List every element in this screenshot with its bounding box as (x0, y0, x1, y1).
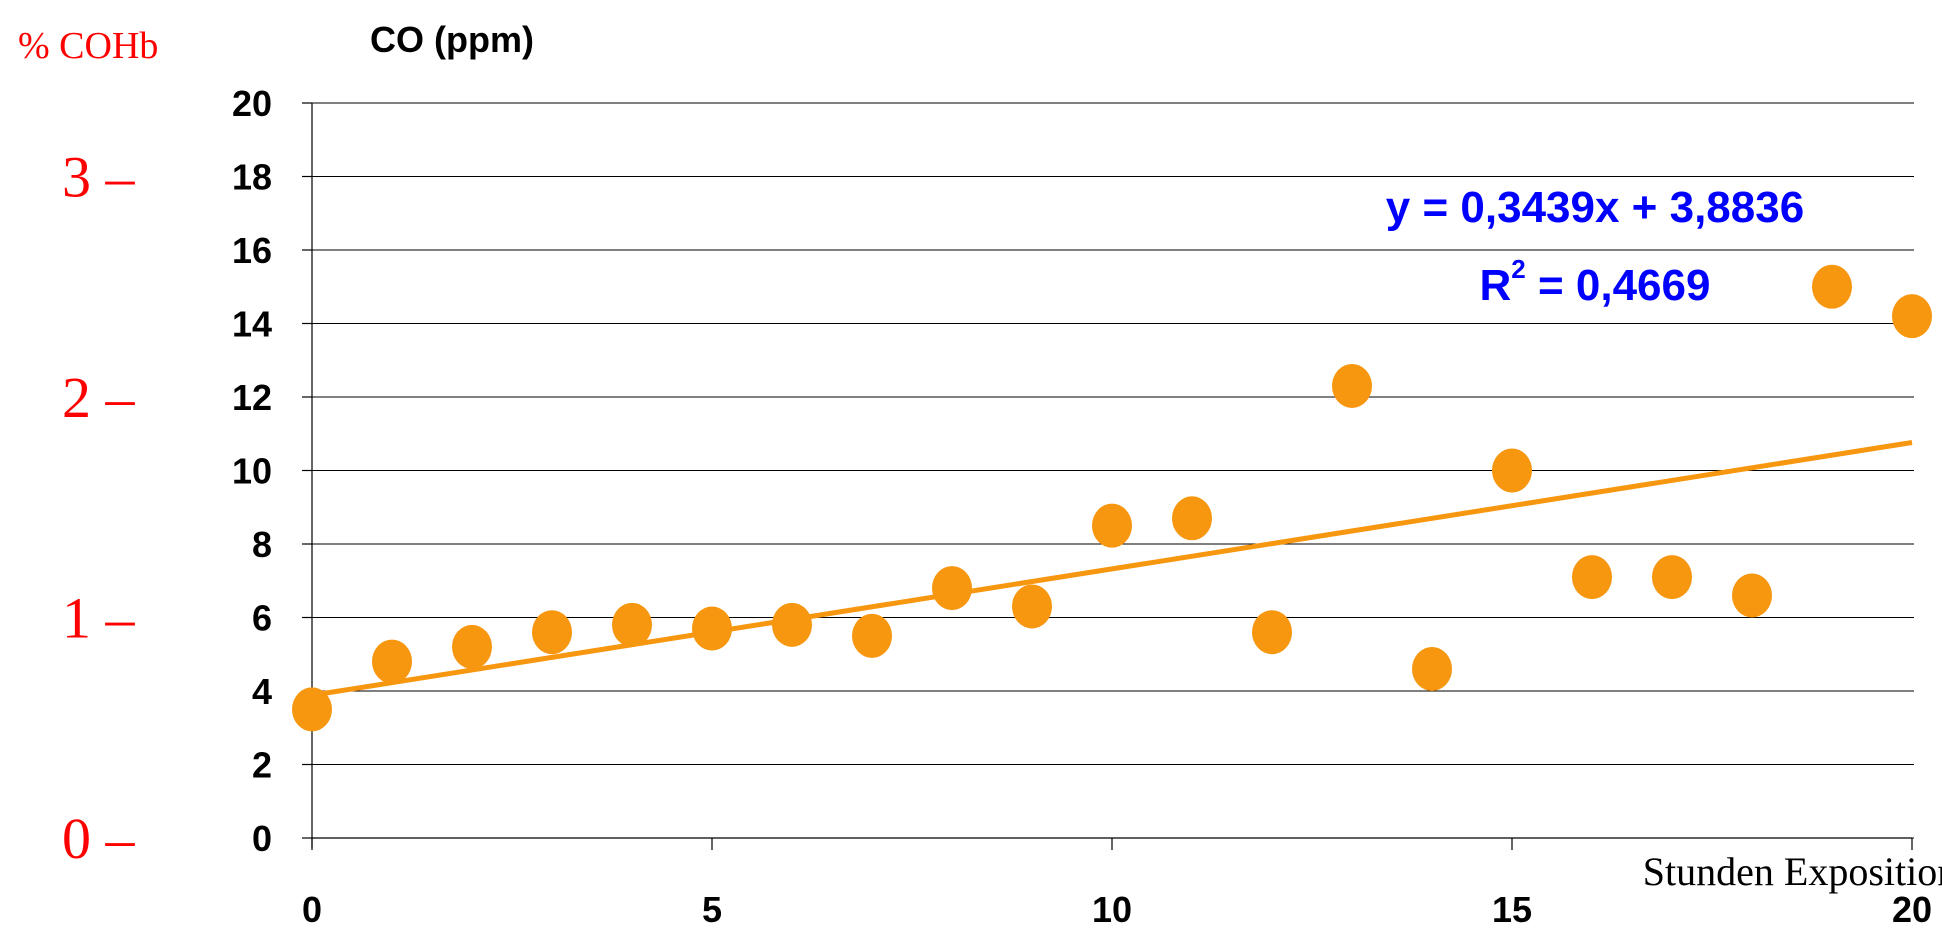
data-point-3 (532, 610, 572, 655)
x-tick-label-0: 0 (302, 889, 322, 930)
y-tick-label-4: 4 (252, 671, 272, 712)
trendline (311, 440, 1913, 698)
data-point-1 (372, 639, 412, 684)
r-squared-label: R2 = 0,4669 (1480, 254, 1711, 310)
cohb-tick-label-2: 1 – (62, 586, 136, 651)
data-point-14 (1412, 646, 1452, 691)
data-point-12 (1252, 610, 1292, 655)
data-point-7 (852, 613, 892, 658)
y-tick-label-6: 6 (252, 598, 272, 639)
cohb-tick-label-3: 0 – (62, 806, 136, 871)
y-tick-label-0: 0 (252, 818, 272, 859)
cohb-tick-labels: 3 – 2 – 1 – 0 – (62, 145, 136, 872)
cohb-tick-label-0: 3 – (62, 145, 136, 210)
y-tick-label-12: 12 (232, 377, 272, 418)
data-point-10 (1092, 503, 1132, 548)
data-point-16 (1572, 555, 1612, 600)
x-tick-label-20: 20 (1892, 889, 1932, 930)
data-point-13 (1332, 363, 1372, 408)
y-tick-label-20: 20 (232, 83, 272, 124)
data-point-19 (1812, 264, 1852, 309)
data-point-5 (692, 606, 732, 651)
y-tick-label-8: 8 (252, 524, 272, 565)
data-point-8 (932, 566, 972, 611)
x-tick-labels: 0 5 10 15 20 (302, 889, 1932, 930)
cohb-axis-title: % COHb (18, 25, 158, 67)
x-tick-label-5: 5 (702, 889, 722, 930)
y-axis-title: CO (ppm) (370, 19, 534, 60)
y-tick-labels: 0 2 4 6 8 10 12 14 16 18 20 (232, 83, 272, 859)
data-point-4 (612, 602, 652, 647)
data-point-0 (292, 687, 332, 732)
x-tick-label-10: 10 (1092, 889, 1132, 930)
x-axis-title: Stunden Exposition (1643, 849, 1942, 894)
data-point-20 (1892, 294, 1932, 339)
data-point-6 (772, 602, 812, 647)
r2-superscript: 2 (1511, 254, 1525, 284)
y-tick-label-16: 16 (232, 230, 272, 271)
y-tick-label-2: 2 (252, 745, 272, 786)
data-point-11 (1172, 496, 1212, 541)
data-point-17 (1652, 555, 1692, 600)
data-points (292, 264, 1932, 732)
r2-prefix: R (1480, 261, 1512, 310)
trend-equation-label: y = 0,3439x + 3,8836 (1386, 183, 1804, 232)
y-tick-label-14: 14 (232, 304, 272, 345)
data-point-18 (1732, 573, 1772, 618)
data-point-15 (1492, 448, 1532, 493)
y-tick-label-18: 18 (232, 157, 272, 198)
cohb-tick-label-1: 2 – (62, 365, 136, 430)
y-tick-label-10: 10 (232, 451, 272, 492)
data-point-2 (452, 624, 492, 669)
r2-suffix: = 0,4669 (1526, 261, 1711, 310)
x-tick-label-15: 15 (1492, 889, 1532, 930)
data-point-9 (1012, 584, 1052, 629)
